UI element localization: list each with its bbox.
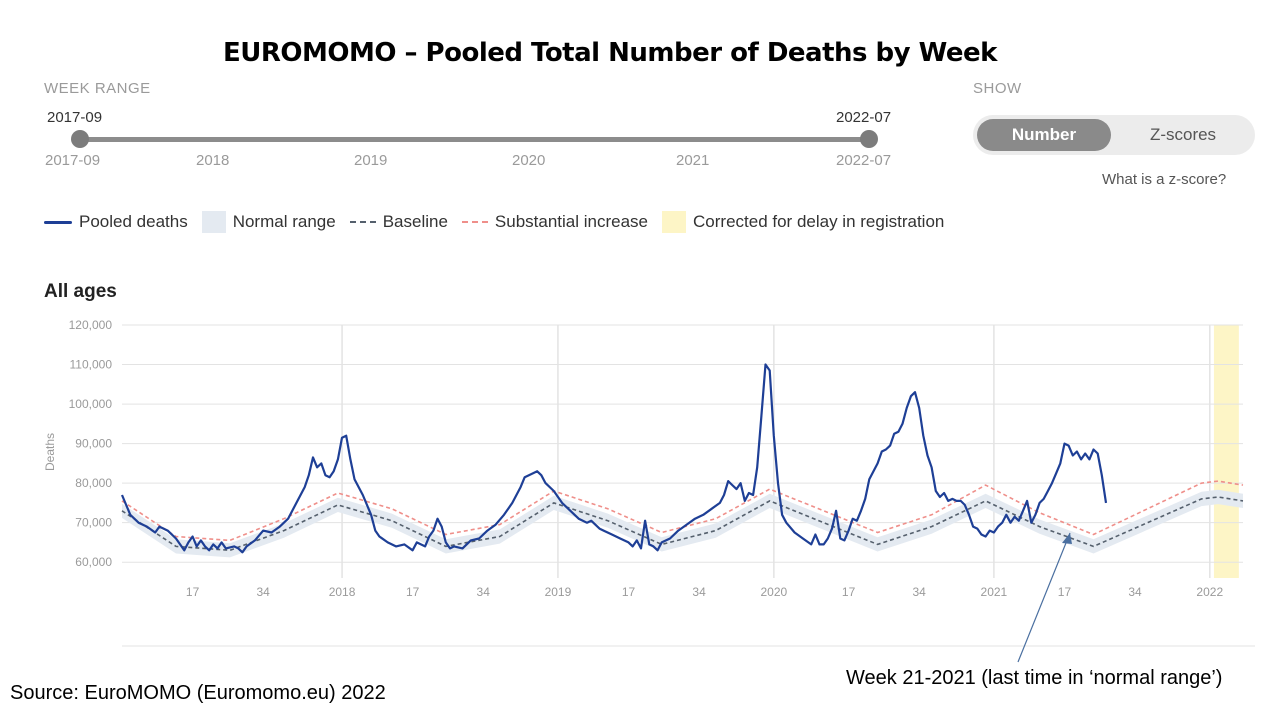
x-tick-label: 34: [1128, 585, 1142, 599]
week-range-label: WEEK RANGE: [44, 80, 151, 97]
x-tick-label: 17: [186, 585, 200, 599]
legend-label: Normal range: [232, 212, 336, 231]
number-option[interactable]: Number: [977, 119, 1111, 151]
x-tick-label: 2021: [981, 585, 1008, 599]
y-axis-label: Deaths: [43, 433, 57, 471]
range-tick-2020: 2020: [512, 152, 546, 169]
delay-correction-band: [1213, 325, 1239, 578]
y-tick-label: 60,000: [75, 555, 112, 569]
zscores-option[interactable]: Z-scores: [1149, 125, 1217, 144]
range-end-value: 2022-07: [836, 109, 892, 126]
legend-substantial-increase[interactable]: Substantial increase: [461, 212, 649, 232]
x-tick-label: 34: [256, 585, 270, 599]
delay-correction-swatch: [662, 211, 687, 233]
annotation-arrow-line: [1017, 532, 1071, 663]
legend-baseline[interactable]: Baseline: [349, 212, 448, 232]
y-tick-label: 100,000: [69, 397, 113, 411]
baseline-swatch: [349, 221, 376, 223]
annotation-arrow-head: [1062, 533, 1072, 544]
legend-normal-range[interactable]: Normal range: [201, 211, 336, 233]
show-toggle: Number Z-scores: [973, 115, 1255, 155]
range-start-value: 2017-09: [47, 109, 103, 126]
x-tick-label: 2020: [760, 585, 787, 599]
zscore-help-link[interactable]: What is a z-score?: [1102, 171, 1227, 188]
range-tick-2019: 2019: [354, 152, 388, 169]
legend-label: Substantial increase: [494, 212, 649, 231]
baseline-line: [121, 496, 1244, 552]
legend-label: Pooled deaths: [79, 212, 188, 231]
range-start-handle[interactable]: [71, 130, 89, 148]
y-tick-label: 80,000: [75, 476, 112, 490]
pooled-deaths-swatch: [44, 220, 72, 224]
range-tick-end: 2022-07: [836, 152, 892, 169]
x-tick-label: 34: [912, 585, 926, 599]
y-tick-label: 110,000: [70, 358, 113, 372]
normal-range-swatch: [201, 211, 226, 233]
x-tick-label: 2022: [1196, 585, 1223, 599]
pooled-deaths-line: [120, 363, 1108, 554]
legend-label: Baseline: [382, 212, 448, 231]
x-tick-label: 17: [622, 585, 636, 599]
legend-delay-correction[interactable]: Corrected for delay in registration: [662, 211, 944, 233]
x-tick-label: 17: [1058, 585, 1072, 599]
annotation-text: Week 21-2021 (last time in ‘normal range…: [846, 667, 1223, 689]
show-label: SHOW: [973, 80, 1022, 97]
legend-pooled-deaths[interactable]: Pooled deaths: [44, 212, 188, 232]
y-tick-label: 70,000: [75, 516, 112, 530]
x-tick-label: 17: [406, 585, 420, 599]
range-end-handle[interactable]: [860, 130, 878, 148]
y-tick-label: 90,000: [75, 437, 112, 451]
x-tick-label: 17: [842, 585, 856, 599]
x-tick-label: 2018: [329, 585, 356, 599]
x-tick-label: 34: [692, 585, 706, 599]
x-tick-label: 2019: [545, 585, 572, 599]
range-tick-2021: 2021: [676, 152, 710, 169]
x-tick-label: 34: [477, 585, 491, 599]
legend-label: Corrected for delay in registration: [693, 212, 945, 231]
source-note: Source: EuroMOMO (Euromomo.eu) 2022: [10, 682, 386, 704]
chart-legend: Pooled deaths Normal range Baseline Subs…: [44, 211, 958, 233]
substantial-increase-swatch: [461, 221, 488, 223]
main-title: EUROMOMO – Pooled Total Number of Deaths…: [223, 38, 997, 68]
week-range-slider[interactable]: [80, 137, 870, 142]
chart-title: All ages: [44, 281, 117, 302]
range-tick-2018: 2018: [196, 152, 230, 169]
range-tick-start: 2017-09: [45, 152, 101, 169]
y-tick-label: 120,000: [69, 318, 113, 332]
normal-range-band: [122, 489, 1243, 558]
